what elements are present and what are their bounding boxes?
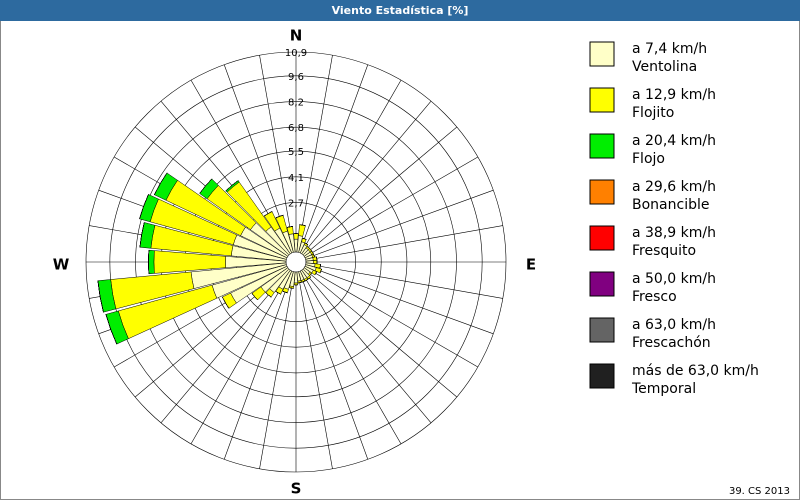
grid-ring <box>85 51 507 473</box>
direction-label: W <box>53 256 70 274</box>
rose-segment <box>148 249 155 275</box>
rose-segment <box>313 253 315 257</box>
y-tick-label: 4,1 <box>288 173 304 184</box>
rose-segment <box>222 296 230 309</box>
rose-segment <box>286 226 293 228</box>
spoke <box>302 100 432 255</box>
spoke <box>305 263 503 299</box>
legend-sublabel: Bonancible <box>632 197 709 213</box>
legend-swatch <box>589 363 615 389</box>
tick-labels: 2,7 4,1 5,5 6,8 8,2 9,6 10,9 <box>285 48 307 209</box>
spoke <box>305 225 503 261</box>
legend-label: a 50,0 km/h <box>632 271 716 287</box>
spoke <box>259 271 295 469</box>
rose-segment <box>225 180 239 192</box>
legend-label: a 63,0 km/h <box>632 317 716 333</box>
legend-sublabel: Frescachón <box>632 335 711 351</box>
grid <box>85 51 507 473</box>
legend-swatch <box>589 133 615 159</box>
y-tick-label: 5,5 <box>288 147 304 158</box>
legend-label: a 7,4 km/h <box>632 41 707 57</box>
spoke <box>223 271 293 460</box>
bars <box>97 172 322 345</box>
spoke <box>303 268 458 398</box>
spoke <box>299 271 369 460</box>
legend-swatch <box>589 87 615 113</box>
rose-segment <box>289 287 294 289</box>
rose-segment <box>275 291 281 295</box>
grid-ring <box>109 75 483 449</box>
spoke <box>259 55 295 253</box>
legend-swatch <box>589 225 615 251</box>
legend-sublabel: Flojo <box>632 151 665 167</box>
spoke <box>190 270 292 445</box>
legend-label: más de 63,0 km/h <box>632 363 759 379</box>
legend-label: a 12,9 km/h <box>632 87 716 103</box>
y-tick-label: 8,2 <box>288 98 304 109</box>
spoke <box>297 55 333 253</box>
footer: 39. CS 2013 <box>729 486 790 497</box>
spoke <box>305 189 494 259</box>
legend-sublabel: Flojito <box>632 105 674 121</box>
rose-segment <box>97 280 104 313</box>
y-tick-label: 2,7 <box>288 198 304 209</box>
y-tick-label: 6,8 <box>288 123 304 134</box>
direction-label: E <box>526 256 536 274</box>
legend-label: a 38,9 km/h <box>632 225 716 241</box>
y-tick-label: 9,6 <box>288 72 304 83</box>
legend-label: a 29,6 km/h <box>632 179 716 195</box>
legend-swatch <box>589 271 615 297</box>
legend-swatch <box>589 179 615 205</box>
spoke <box>305 265 494 335</box>
rose-segment <box>311 250 314 254</box>
rose-segment <box>293 233 299 240</box>
spoke <box>297 271 333 469</box>
spoke <box>302 269 432 424</box>
direction-label: N <box>290 27 303 45</box>
rose-segment <box>199 178 212 194</box>
spoke <box>300 79 402 254</box>
chart-title: Viento Estadística [%] <box>332 4 469 17</box>
rose-segment <box>105 314 117 345</box>
rose-segment <box>304 279 309 282</box>
spoke <box>160 269 290 424</box>
rose-segment <box>265 292 272 298</box>
legend-swatch <box>589 41 615 67</box>
legend-sublabel: Temporal <box>631 381 696 397</box>
grid-ring <box>135 101 457 423</box>
title-bar <box>0 0 800 21</box>
rose-segment <box>299 224 306 226</box>
spoke <box>300 270 402 445</box>
legend-sublabel: Fresquito <box>632 243 696 259</box>
legend-label: a 20,4 km/h <box>632 133 716 149</box>
y-tick-label: 10,9 <box>285 48 307 59</box>
spoke <box>299 64 369 253</box>
legend-sublabel: Ventolina <box>632 59 697 75</box>
rose-segment <box>306 246 310 249</box>
rose-segment <box>309 272 312 276</box>
spoke <box>303 126 458 256</box>
legend-sublabel: Fresco <box>632 289 677 305</box>
rose-segment <box>313 260 318 264</box>
legend-swatch <box>589 317 615 343</box>
spoke <box>304 156 479 258</box>
direction-label: S <box>291 480 302 498</box>
rose-segment <box>319 268 322 274</box>
rose-segment <box>302 237 307 240</box>
spoke <box>304 266 479 368</box>
